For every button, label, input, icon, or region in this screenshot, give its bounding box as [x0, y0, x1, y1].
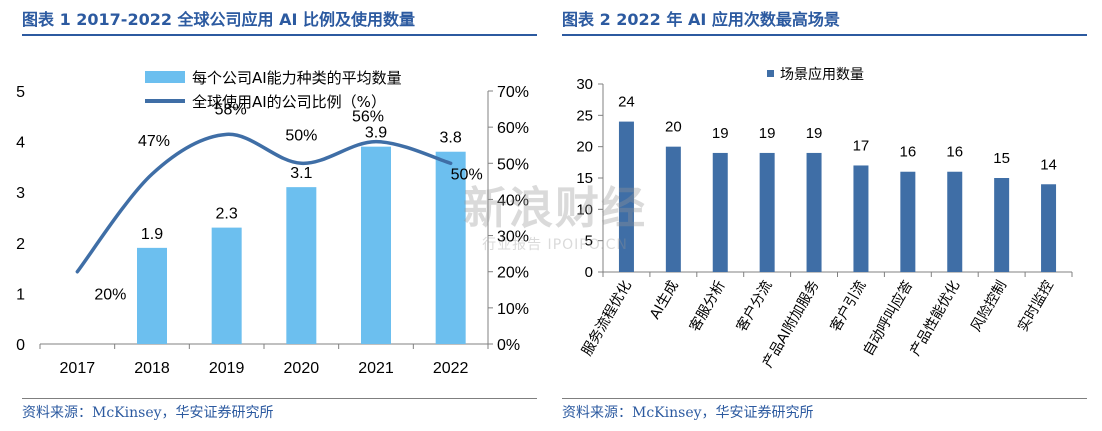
left-bar — [137, 247, 167, 344]
left-line-label: 20% — [94, 287, 126, 304]
right-x-tick-label: 服务流程优化 — [579, 278, 635, 359]
left-title-rule — [22, 34, 537, 36]
left-y-tick-label: 1 — [16, 286, 25, 303]
left-legend-bar-swatch — [145, 71, 185, 83]
left-line-label: 56% — [352, 109, 384, 126]
right-y-tick-label: 0 — [585, 264, 593, 281]
left-line-label: 50% — [285, 127, 317, 144]
right-x-tick-label: 客服分析 — [686, 278, 729, 335]
right-legend-label: 场景应用数量 — [780, 66, 864, 83]
right-bar-label: 16 — [946, 144, 963, 161]
left-bar-label: 2.3 — [216, 206, 238, 223]
right-bar — [900, 171, 916, 272]
left-legend-line-label: 全球使用AI的公司比例（%） — [192, 93, 386, 111]
left-y2-tick-label: 20% — [497, 265, 529, 282]
left-bar-label: 3.1 — [290, 165, 312, 182]
left-y-tick-label: 4 — [16, 135, 25, 152]
right-bar-label: 19 — [806, 125, 823, 142]
right-bar — [947, 171, 963, 272]
left-y2-tick-label: 10% — [497, 301, 529, 318]
right-y-tick-label: 15 — [576, 170, 593, 187]
left-x-tick-label: 2019 — [209, 360, 245, 377]
left-bar-label: 3.8 — [440, 130, 462, 147]
left-x-tick-label: 2021 — [358, 360, 394, 377]
right-bar — [618, 121, 634, 272]
left-footer-rule — [22, 398, 537, 399]
right-legend-swatch — [767, 70, 774, 77]
right-footer-rule — [562, 398, 1087, 399]
right-y-tick-label: 20 — [576, 139, 593, 156]
left-y-tick-label: 3 — [16, 185, 25, 202]
left-bar — [286, 187, 317, 344]
left-bar-label: 3.9 — [365, 125, 387, 142]
left-y2-tick-label: 70% — [497, 84, 529, 101]
right-bar-label: 17 — [853, 137, 870, 154]
right-bar-label: 16 — [900, 144, 917, 161]
right-bar — [665, 146, 681, 272]
right-bar-label: 24 — [618, 94, 635, 111]
right-bar-label: 15 — [993, 150, 1010, 167]
right-bar — [1041, 184, 1057, 272]
left-y2-tick-label: 40% — [497, 192, 529, 209]
right-x-tick-label: 自动呼叫应答 — [860, 278, 917, 359]
left-x-tick-label: 2020 — [284, 360, 320, 377]
right-y-tick-label: 5 — [585, 233, 593, 250]
right-bar-label: 19 — [712, 125, 729, 142]
left-x-tick-label: 2022 — [433, 360, 469, 377]
right-bar — [806, 152, 822, 272]
right-x-tick-label: 实时监控 — [1015, 278, 1057, 334]
left-y-tick-label: 5 — [16, 84, 25, 101]
left-bar-label: 1.9 — [141, 226, 163, 243]
left-line-label: 58% — [215, 101, 247, 118]
right-bar — [994, 178, 1010, 272]
left-y-tick-label: 0 — [16, 337, 25, 354]
right-bar-label: 19 — [759, 125, 776, 142]
right-bar-label: 14 — [1040, 156, 1057, 173]
right-y-tick-label: 10 — [576, 201, 593, 218]
right-source-note: 资料来源：McKinsey，华安证券研究所 — [562, 405, 814, 421]
right-x-tick-label: 客户分流 — [733, 278, 776, 335]
right-bar — [712, 152, 728, 272]
right-y-tick-label: 30 — [576, 76, 593, 93]
left-bar — [361, 146, 391, 344]
right-y-tick-label: 25 — [576, 107, 593, 124]
left-bar — [211, 227, 242, 344]
right-chart-title: 图表 2 2022 年 AI 应用次数最高场景 — [562, 10, 840, 29]
right-bar — [853, 165, 869, 272]
left-y2-tick-label: 50% — [497, 156, 529, 173]
right-x-tick-label: AI生成 — [647, 278, 682, 322]
left-y2-tick-label: 0% — [497, 337, 520, 354]
left-line-label: 50% — [451, 166, 483, 183]
left-line-label: 47% — [138, 133, 170, 150]
right-bar — [759, 152, 775, 272]
right-x-tick-label: 客户引流 — [827, 278, 870, 335]
right-x-tick-label: 产品性能优化 — [907, 278, 963, 359]
left-line-series — [75, 132, 453, 274]
right-bar-label: 20 — [665, 119, 682, 136]
right-x-tick-label: 风险控制 — [968, 278, 1010, 334]
left-bar — [435, 151, 466, 344]
left-legend-bar-label: 每个公司AI能力种类的平均数量 — [192, 69, 402, 87]
right-title-rule — [562, 34, 1087, 36]
left-x-tick-label: 2017 — [60, 360, 96, 377]
left-y2-tick-label: 60% — [497, 120, 529, 137]
left-x-tick-label: 2018 — [134, 360, 170, 377]
left-y2-tick-label: 30% — [497, 229, 529, 246]
left-y-tick-label: 2 — [16, 236, 25, 253]
left-source-note: 资料来源：McKinsey，华安证券研究所 — [22, 405, 274, 421]
left-chart-title: 图表 1 2017-2022 全球公司应用 AI 比例及使用数量 — [22, 10, 416, 29]
